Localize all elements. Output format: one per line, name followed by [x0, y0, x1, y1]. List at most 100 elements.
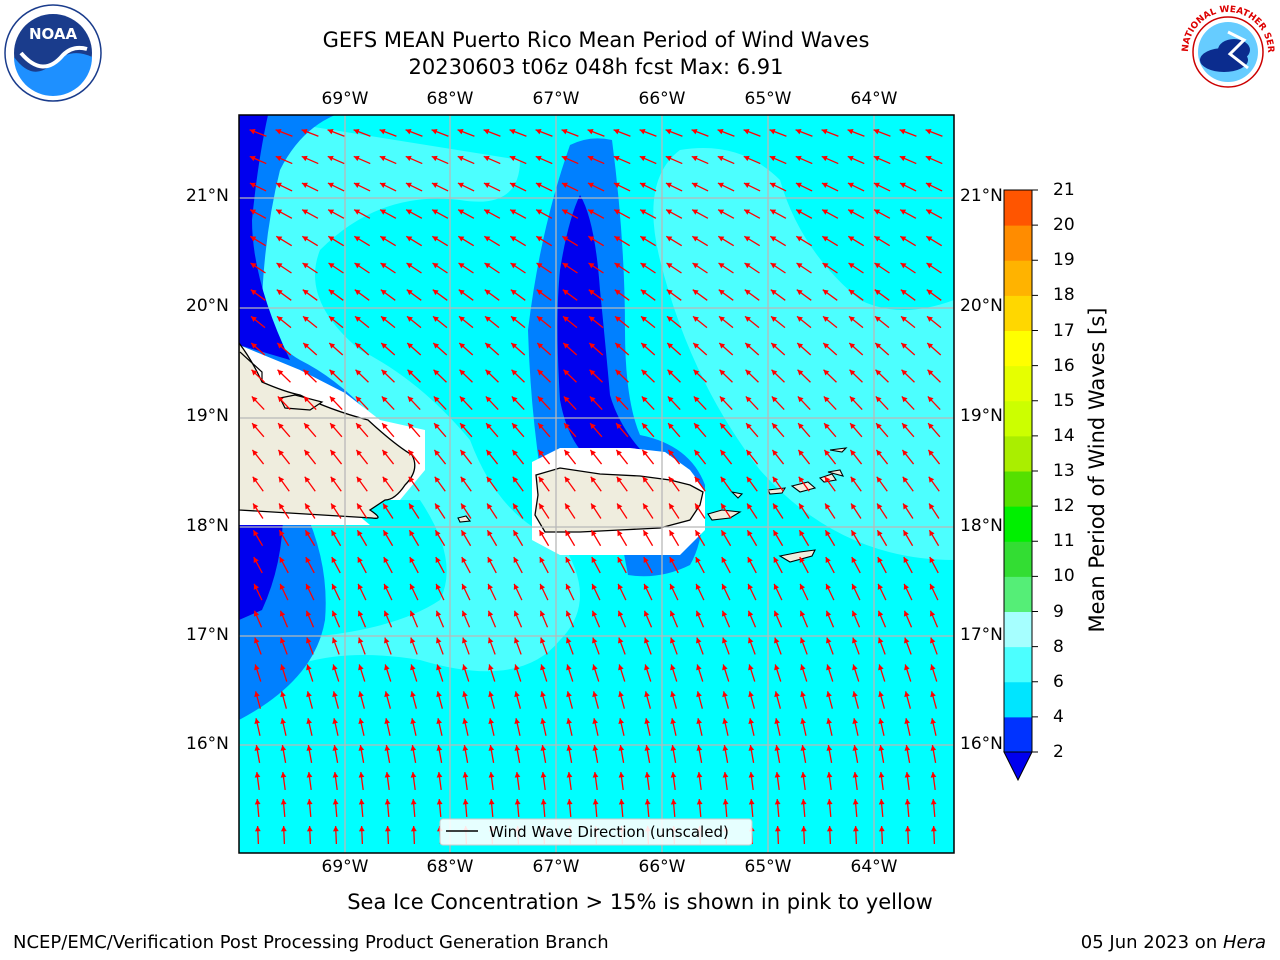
wave-arrow-head	[826, 772, 833, 778]
wave-arrow-head	[280, 637, 286, 644]
wave-arrow-head	[744, 289, 751, 296]
wave-arrow-head	[566, 772, 573, 778]
wave-arrow-head	[925, 182, 932, 188]
wave-arrow-head	[849, 369, 856, 376]
wave-arrow-head	[306, 745, 313, 751]
wave-arrow-head	[408, 449, 414, 456]
wave-arrow-head	[436, 745, 443, 751]
wave-arrow-head	[613, 128, 620, 135]
wave-arrow-head	[746, 449, 752, 456]
wave-arrow-head	[644, 718, 650, 724]
wave-arrow-head	[409, 610, 416, 617]
wave-arrow-head	[640, 236, 647, 242]
wave-arrow-head	[436, 772, 443, 778]
wave-arrow-head	[748, 772, 755, 778]
wave-arrow-head	[276, 289, 283, 296]
wave-arrow-head	[566, 691, 572, 698]
wave-arrow-head	[431, 128, 438, 135]
wave-arrow-head	[618, 772, 625, 778]
wave-arrow-head	[900, 262, 907, 269]
wave-arrow-head	[722, 745, 729, 751]
wave-arrow-head	[800, 637, 806, 644]
wave-arrow-head	[797, 396, 804, 403]
wave-arrow-head	[384, 826, 391, 832]
wave-arrow-head	[667, 369, 674, 376]
wave-arrow-head	[565, 610, 572, 617]
wave-arrow-head	[539, 503, 545, 510]
colorbar-tick-label: 12	[1053, 496, 1075, 517]
wave-arrow-head	[875, 343, 882, 349]
wave-arrow-head	[409, 583, 415, 590]
wave-arrow-head	[408, 423, 414, 430]
wave-arrow-head	[379, 182, 386, 188]
wave-arrow-head	[562, 289, 569, 296]
wave-arrow-head	[799, 610, 806, 617]
wave-arrow-head	[796, 316, 803, 322]
wave-arrow-head	[641, 369, 648, 376]
wave-arrow-head	[822, 289, 829, 296]
wave-arrow-head	[592, 799, 599, 805]
wave-arrow-head	[539, 610, 546, 617]
wave-arrow-head	[904, 826, 911, 832]
wave-arrow-head	[562, 262, 569, 269]
wave-arrow-head	[720, 476, 727, 483]
wave-arrow-head	[253, 583, 259, 590]
wave-arrow-head	[773, 557, 779, 564]
wave-arrow-head	[824, 476, 831, 483]
wave-arrow-head	[305, 610, 312, 617]
wave-arrow-head	[355, 396, 362, 403]
sea-ice-note: Sea Ice Concentration > 15% is shown in …	[347, 890, 933, 914]
wave-arrow-head	[306, 691, 312, 698]
colorbar-tick-label: 16	[1053, 355, 1075, 376]
wave-arrow-head	[874, 236, 881, 242]
lat-label-right-21n: 21°N	[960, 186, 1003, 206]
wave-arrow-head	[848, 262, 855, 269]
wave-arrow-head	[640, 209, 647, 215]
wave-arrow-head	[692, 262, 699, 269]
wave-arrow-head	[669, 557, 675, 564]
wave-arrow-head	[899, 128, 906, 135]
wave-arrow-head	[852, 772, 859, 778]
colorbar-segment	[1004, 190, 1032, 226]
wave-arrow-head	[332, 745, 339, 751]
wave-arrow-head	[618, 664, 624, 671]
wave-arrow-head	[800, 664, 806, 671]
wave-arrow-head	[254, 718, 260, 724]
wave-arrow-head	[930, 799, 937, 805]
wave-arrow-head	[436, 799, 443, 805]
wave-arrow-head	[878, 826, 885, 832]
wave-arrow-head	[406, 209, 413, 215]
wave-arrow-head	[851, 557, 857, 564]
wave-arrow-head	[826, 745, 833, 751]
wave-arrow-head	[329, 369, 336, 376]
wave-arrow-head	[721, 503, 727, 510]
colorbar-tick-label: 18	[1053, 285, 1075, 306]
wave-arrow-head	[331, 557, 337, 564]
wave-arrow-head	[486, 476, 493, 483]
wave-arrow-head	[487, 530, 493, 537]
wave-arrow-head	[826, 664, 832, 671]
wave-arrow-head	[722, 691, 728, 698]
wave-arrow-head	[304, 423, 310, 430]
wave-arrow-head	[618, 718, 624, 724]
wave-arrow-head	[485, 369, 492, 376]
wave-arrow-head	[460, 423, 466, 430]
wave-arrow-head	[514, 664, 520, 671]
wave-arrow-head	[459, 343, 466, 349]
field-lt2-nw	[239, 115, 290, 360]
wave-arrow-head	[329, 396, 336, 403]
wave-arrow-head	[694, 449, 700, 456]
wave-arrow-head	[252, 449, 258, 456]
wave-arrow-head	[642, 449, 648, 456]
wave-arrow-head	[561, 128, 568, 135]
wave-arrow-head	[381, 396, 388, 403]
wave-arrow-head	[669, 583, 675, 590]
wave-arrow-head	[488, 745, 495, 751]
wave-arrow-head	[276, 316, 283, 322]
wave-arrow-head	[668, 449, 674, 456]
wave-arrow-head	[353, 128, 360, 135]
wave-arrow-head	[874, 209, 881, 215]
wave-arrow-head	[250, 262, 257, 269]
wave-arrow-head	[822, 262, 829, 269]
wave-arrow-head	[406, 289, 413, 296]
